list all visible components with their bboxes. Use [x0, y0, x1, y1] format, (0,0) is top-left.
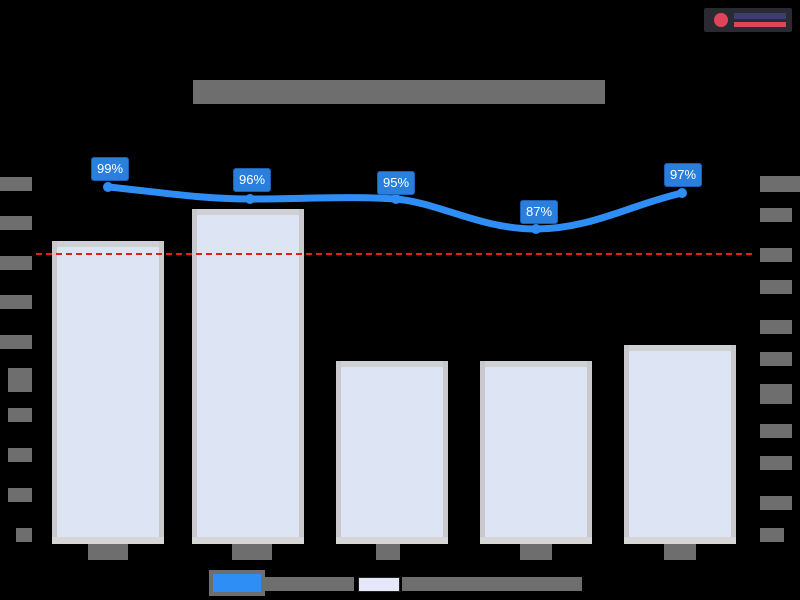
left-axis-tick-label — [0, 335, 32, 349]
right-axis-tick-label — [760, 208, 792, 222]
x-axis-label: [redacted-4] — [520, 544, 552, 560]
threshold-reference-line — [36, 253, 752, 255]
right-axis-tick-label — [760, 176, 800, 192]
right-axis-tick-label — [760, 320, 792, 334]
left-axis-tick-label — [0, 177, 32, 191]
data-label: 95% — [377, 171, 416, 195]
logo-circle-icon — [714, 13, 728, 27]
x-axis-label: [redacted-5] — [664, 544, 696, 560]
x-axis-label: [redacted-2] — [232, 544, 272, 560]
left-axis-tick-label — [8, 408, 32, 422]
right-axis-tick-label — [760, 384, 792, 404]
bar-3-base — [336, 537, 448, 544]
x-axis-label: [redacted-3] — [376, 544, 400, 560]
right-axis-tick-label — [760, 424, 792, 438]
line-point — [103, 182, 113, 192]
right-axis-tick-label — [760, 248, 792, 262]
left-axis-tick-label — [8, 488, 32, 502]
logo-text-explorer — [734, 22, 786, 27]
bar-4-base — [480, 537, 592, 544]
right-axis-tick-label — [760, 280, 792, 294]
left-axis-tick-label — [8, 448, 32, 462]
x-axis-label: [redacted-1] — [88, 544, 128, 560]
data-label: 96% — [233, 168, 272, 192]
line-point — [531, 224, 541, 234]
bar-1-base — [52, 537, 164, 544]
left-axis-tick-label — [0, 216, 32, 230]
bar-1[interactable] — [57, 241, 159, 537]
line-point — [245, 194, 255, 204]
bar-4[interactable] — [485, 361, 587, 537]
bar-2[interactable] — [197, 209, 299, 537]
bar-2-base — [192, 537, 304, 544]
right-axis-tick-label — [760, 352, 792, 366]
right-axis-tick-label — [760, 528, 784, 542]
data-label: 99% — [91, 157, 130, 181]
legend-line-swatch[interactable] — [209, 570, 265, 596]
legend-bar-swatch[interactable] — [358, 577, 400, 592]
line-point — [391, 194, 401, 204]
brand-logo — [704, 8, 792, 32]
bar-5[interactable] — [629, 345, 731, 537]
left-axis-tick-label — [0, 295, 32, 309]
legend-bar-label: [redacted] — [402, 577, 582, 591]
bar-5-base — [624, 537, 736, 544]
data-label: 97% — [664, 163, 703, 187]
right-axis-tick-label — [760, 496, 792, 510]
left-axis-tick-label — [8, 368, 32, 392]
right-axis-tick-label — [760, 456, 792, 470]
left-axis-tick-label — [16, 528, 32, 542]
bar-3[interactable] — [341, 361, 443, 537]
data-label: 87% — [520, 200, 559, 224]
line-point — [677, 188, 687, 198]
left-axis-tick-label — [0, 256, 32, 270]
logo-text-line — [734, 13, 786, 19]
legend-line-label: [redacted] — [264, 577, 354, 591]
chart-title: [redacted title] — [193, 80, 605, 104]
